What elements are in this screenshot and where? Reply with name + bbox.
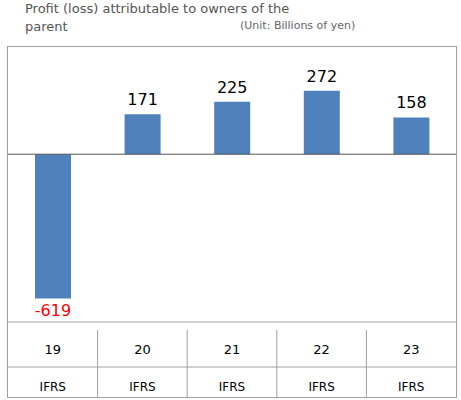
svg-text:23: 23 — [403, 342, 420, 357]
svg-text:19: 19 — [45, 342, 62, 357]
svg-text:-619: -619 — [35, 301, 71, 320]
svg-text:20: 20 — [134, 342, 151, 357]
svg-text:272: 272 — [307, 67, 338, 86]
svg-text:171: 171 — [127, 90, 158, 109]
svg-text:IFRS: IFRS — [40, 380, 66, 394]
svg-text:158: 158 — [396, 93, 427, 112]
svg-text:225: 225 — [217, 78, 248, 97]
html-text:Profit (loss) attributable to: Profit (loss) attributable to owners of … — [25, 1, 290, 34]
svg-text:21: 21 — [224, 342, 241, 357]
svg-text:IFRS: IFRS — [308, 380, 334, 394]
svg-text:22: 22 — [313, 342, 330, 357]
svg-text:IFRS: IFRS — [219, 380, 245, 394]
html-text:(Unit: Billions of yen): (Unit: Billions of yen) — [240, 19, 356, 32]
svg-text:IFRS: IFRS — [398, 380, 424, 394]
svg-text:IFRS: IFRS — [129, 380, 155, 394]
